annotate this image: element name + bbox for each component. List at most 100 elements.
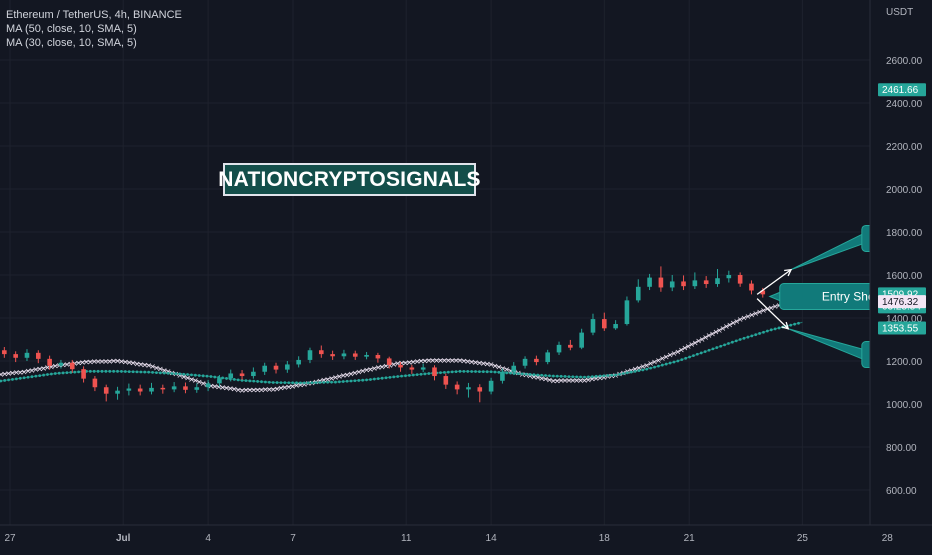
time-tick-label: 7 <box>290 533 296 544</box>
ma-marker <box>373 378 376 381</box>
ma-marker <box>665 363 668 366</box>
ma-marker <box>540 374 543 377</box>
ma-marker <box>260 380 263 383</box>
candle-body <box>387 358 392 364</box>
price-axis[interactable]: USDT600.00800.001000.001200.001400.00160… <box>870 0 932 550</box>
time-tick-label: 25 <box>797 533 809 544</box>
ma-marker <box>27 376 30 379</box>
price-tick-label: 1000.00 <box>886 400 923 411</box>
ma-marker <box>89 370 92 373</box>
ma-marker <box>696 353 699 356</box>
ma-marker <box>544 374 547 377</box>
ma-50-legend[interactable]: MA (50, close, 10, SMA, 5) <box>6 22 182 36</box>
ma-marker <box>202 374 205 377</box>
ma-marker <box>245 379 248 382</box>
ma-marker <box>186 373 189 376</box>
ma-marker <box>474 370 477 373</box>
ma-marker <box>478 370 481 373</box>
candle-body <box>466 387 471 389</box>
ma-marker <box>533 373 536 376</box>
ma-marker <box>766 330 769 333</box>
time-axis[interactable]: 27Jul47111418212528Aug <box>0 525 932 544</box>
candle-body <box>545 352 550 362</box>
candle <box>432 365 437 380</box>
candle <box>659 266 664 291</box>
candle <box>251 367 256 378</box>
candle-body <box>161 388 166 390</box>
ma-marker <box>459 370 462 373</box>
candle <box>127 384 132 396</box>
ma-marker <box>466 370 469 373</box>
ma-marker <box>692 354 695 357</box>
candle-body <box>285 364 290 369</box>
candle-body <box>636 287 641 301</box>
ma-marker <box>416 373 419 376</box>
ma-marker <box>739 338 742 341</box>
ma-marker <box>198 374 201 377</box>
ma-marker <box>447 371 450 374</box>
ma-marker <box>630 371 633 374</box>
candle-body <box>557 345 562 353</box>
candle-body <box>228 373 233 378</box>
candle <box>534 356 539 366</box>
time-tick-label: 4 <box>205 533 211 544</box>
ma-marker <box>11 378 14 381</box>
candle-body <box>681 281 686 286</box>
candle-body <box>172 386 177 389</box>
candle-body <box>308 350 313 360</box>
candle-body <box>444 376 449 385</box>
ma-marker <box>50 373 53 376</box>
ma-marker <box>587 375 590 378</box>
price-tick-label: 2000.00 <box>886 185 923 196</box>
candle <box>183 383 188 394</box>
ma-marker <box>194 374 197 377</box>
ma-marker <box>237 378 240 381</box>
candle-body <box>659 278 664 288</box>
price-tick-label: 800.00 <box>886 443 917 454</box>
ma-marker <box>354 379 357 382</box>
ma-marker <box>723 343 726 346</box>
ma-marker <box>645 368 648 371</box>
ma-marker <box>505 371 508 374</box>
ma-marker <box>66 371 69 374</box>
ma-marker <box>404 374 407 377</box>
ma-marker <box>276 381 279 384</box>
ma-marker <box>381 377 384 380</box>
candle <box>579 329 584 349</box>
ma-marker <box>167 372 170 375</box>
ma-marker <box>408 374 411 377</box>
price-tag: 2461.66 <box>878 83 926 96</box>
candle <box>319 346 324 358</box>
candle-body <box>296 360 301 365</box>
ma-marker <box>392 376 395 379</box>
ma-marker <box>688 356 691 359</box>
candle-body <box>511 366 516 372</box>
ma-marker <box>326 381 329 384</box>
ma-30-legend[interactable]: MA (30, close, 10, SMA, 5) <box>6 36 182 50</box>
ma-marker <box>38 374 41 377</box>
candle-body <box>727 275 732 278</box>
ma-marker <box>34 375 37 378</box>
symbol-title[interactable]: Ethereum / TetherUS, 4h, BINANCE <box>6 8 182 22</box>
price-tick-label: 1600.00 <box>886 271 923 282</box>
ma-marker <box>357 379 360 382</box>
price-tag: 1353.55 <box>878 321 926 334</box>
ma-marker <box>680 358 683 361</box>
candle-body <box>342 353 347 356</box>
candle-body <box>251 372 256 376</box>
ma-marker <box>641 368 644 371</box>
ma-marker <box>606 374 609 377</box>
ma-marker <box>7 379 10 382</box>
ma-marker <box>311 381 314 384</box>
ma-marker <box>46 373 49 376</box>
candle-body <box>206 383 211 387</box>
candle <box>727 271 732 283</box>
ma-marker <box>136 370 139 373</box>
price-tick-label: 2200.00 <box>886 142 923 153</box>
price-tag: 1476.32 <box>878 295 926 308</box>
currency-label: USDT <box>886 7 913 18</box>
ma-marker <box>143 371 146 374</box>
ma-marker <box>295 381 298 384</box>
